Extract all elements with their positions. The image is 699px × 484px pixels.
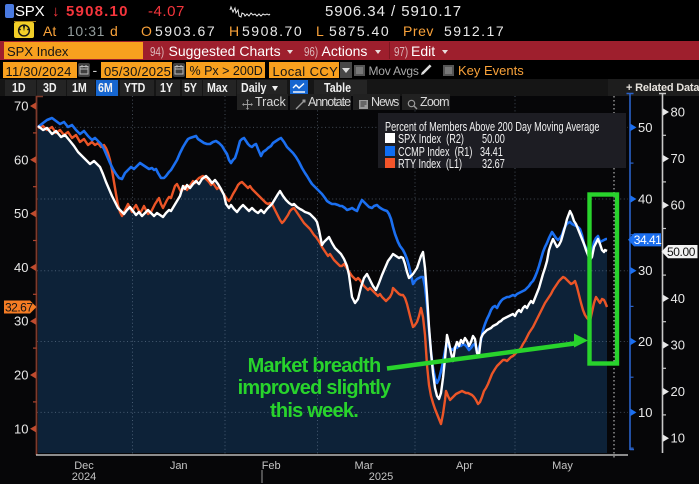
svg-text:Apr: Apr (456, 460, 473, 472)
svg-text:32.67: 32.67 (5, 300, 33, 314)
svg-text:50: 50 (638, 120, 652, 135)
svg-text:10: 10 (671, 431, 685, 446)
svg-text:60: 60 (14, 152, 28, 167)
svg-text:34.41: 34.41 (634, 233, 662, 247)
svg-text:40: 40 (14, 260, 28, 275)
svg-text:50: 50 (14, 206, 28, 221)
svg-text:Feb: Feb (262, 460, 281, 472)
svg-text:2024: 2024 (72, 471, 96, 483)
svg-text:Jan: Jan (170, 460, 188, 472)
svg-text:30: 30 (638, 263, 652, 278)
svg-text:May: May (552, 460, 573, 472)
svg-text:30: 30 (14, 314, 28, 329)
svg-text:2025: 2025 (369, 471, 393, 483)
svg-text:Dec: Dec (74, 460, 94, 472)
svg-text:70: 70 (14, 99, 28, 114)
svg-text:30: 30 (671, 338, 685, 353)
svg-text:50.00: 50.00 (667, 245, 696, 259)
svg-text:70: 70 (671, 151, 685, 166)
svg-text:20: 20 (14, 368, 28, 383)
svg-text:20: 20 (638, 334, 652, 349)
svg-text:10: 10 (14, 421, 28, 436)
svg-text:20: 20 (671, 384, 685, 399)
svg-text:80: 80 (671, 105, 685, 120)
svg-text:40: 40 (638, 192, 652, 207)
svg-text:Mar: Mar (355, 460, 374, 472)
svg-text:10: 10 (638, 405, 652, 420)
svg-text:60: 60 (671, 198, 685, 213)
svg-text:40: 40 (671, 291, 685, 306)
